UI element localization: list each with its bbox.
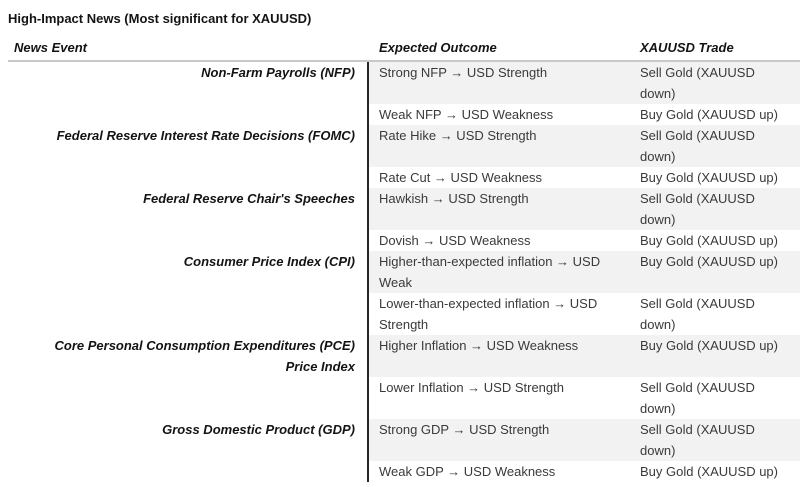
table-row: Federal Reserve Interest Rate Decisions … (8, 125, 800, 167)
table-row: Weak NFP → USD Weakness Buy Gold (XAUUSD… (8, 104, 800, 125)
news-event-cell (8, 104, 367, 125)
expected-outcome-cell: Hawkish → USD Strength (367, 188, 637, 230)
table-row: Gross Domestic Product (GDP) Strong GDP … (8, 419, 800, 461)
xauusd-trade-cell: Buy Gold (XAUUSD up) (640, 107, 778, 122)
table-header-row: News Event Expected Outcome XAUUSD Trade (8, 40, 800, 62)
table-row: Core Personal Consumption Expenditures (… (8, 335, 800, 377)
expected-outcome-cell: Strong GDP → USD Strength (367, 419, 637, 461)
table-row: Federal Reserve Chair's Speeches Hawkish… (8, 188, 800, 230)
news-event-cell (8, 377, 367, 419)
table-row: Rate Cut → USD Weakness Buy Gold (XAUUSD… (8, 167, 800, 188)
column-header-expected-outcome: Expected Outcome (379, 40, 497, 55)
xauusd-trade-cell: Sell Gold (XAUUSD down) (637, 419, 800, 461)
xauusd-trade-cell: Buy Gold (XAUUSD up) (640, 464, 778, 479)
xauusd-trade-cell: Buy Gold (XAUUSD up) (637, 251, 800, 293)
expected-outcome-cell: Rate Cut → USD Weakness (367, 167, 637, 188)
news-event-cell: Consumer Price Index (CPI) (183, 254, 355, 269)
table-row: Non-Farm Payrolls (NFP) Strong NFP → USD… (8, 62, 800, 104)
xauusd-trade-cell: Buy Gold (XAUUSD up) (640, 170, 778, 185)
xauusd-trade-cell: Buy Gold (XAUUSD up) (640, 233, 778, 248)
table-row: Lower-than-expected inflation → USD Stre… (8, 293, 800, 335)
news-event-cell: Core Personal Consumption Expenditures (… (54, 338, 356, 374)
news-event-cell: Federal Reserve Interest Rate Decisions … (56, 128, 355, 143)
xauusd-trade-cell: Sell Gold (XAUUSD down) (640, 380, 755, 416)
news-event-cell (8, 167, 367, 188)
xauusd-trade-cell: Sell Gold (XAUUSD down) (637, 125, 800, 167)
expected-outcome-cell: Higher Inflation → USD Weakness (367, 335, 637, 377)
expected-outcome-cell: Dovish → USD Weakness (367, 230, 637, 251)
news-event-cell (8, 461, 367, 482)
news-event-cell (8, 230, 367, 251)
expected-outcome-cell: Lower Inflation → USD Strength (367, 377, 637, 419)
news-event-cell: Non-Farm Payrolls (NFP) (201, 65, 355, 80)
column-header-xauusd-trade: XAUUSD Trade (640, 40, 734, 55)
expected-outcome-cell: Weak GDP → USD Weakness (367, 461, 637, 482)
expected-outcome-cell: Rate Hike → USD Strength (367, 125, 637, 167)
page-title: High-Impact News (Most significant for X… (8, 11, 312, 26)
expected-outcome-cell: Lower-than-expected inflation → USD Stre… (367, 293, 637, 335)
news-impact-table: News Event Expected Outcome XAUUSD Trade… (8, 40, 800, 482)
column-header-news-event: News Event (14, 40, 87, 55)
table-row: Consumer Price Index (CPI) Higher-than-e… (8, 251, 800, 293)
xauusd-trade-cell: Buy Gold (XAUUSD up) (637, 335, 800, 377)
expected-outcome-cell: Higher-than-expected inflation → USD Wea… (367, 251, 637, 293)
table-row: Dovish → USD Weakness Buy Gold (XAUUSD u… (8, 230, 800, 251)
news-event-cell: Federal Reserve Chair's Speeches (143, 191, 355, 206)
news-event-cell (8, 293, 367, 335)
news-event-cell: Gross Domestic Product (GDP) (162, 422, 355, 437)
expected-outcome-cell: Strong NFP → USD Strength (367, 62, 637, 104)
table-row: Lower Inflation → USD Strength Sell Gold… (8, 377, 800, 419)
xauusd-trade-cell: Sell Gold (XAUUSD down) (640, 296, 755, 332)
xauusd-trade-cell: Sell Gold (XAUUSD down) (637, 62, 800, 104)
xauusd-trade-cell: Sell Gold (XAUUSD down) (637, 188, 800, 230)
expected-outcome-cell: Weak NFP → USD Weakness (367, 104, 637, 125)
table-row: Weak GDP → USD Weakness Buy Gold (XAUUSD… (8, 461, 800, 482)
